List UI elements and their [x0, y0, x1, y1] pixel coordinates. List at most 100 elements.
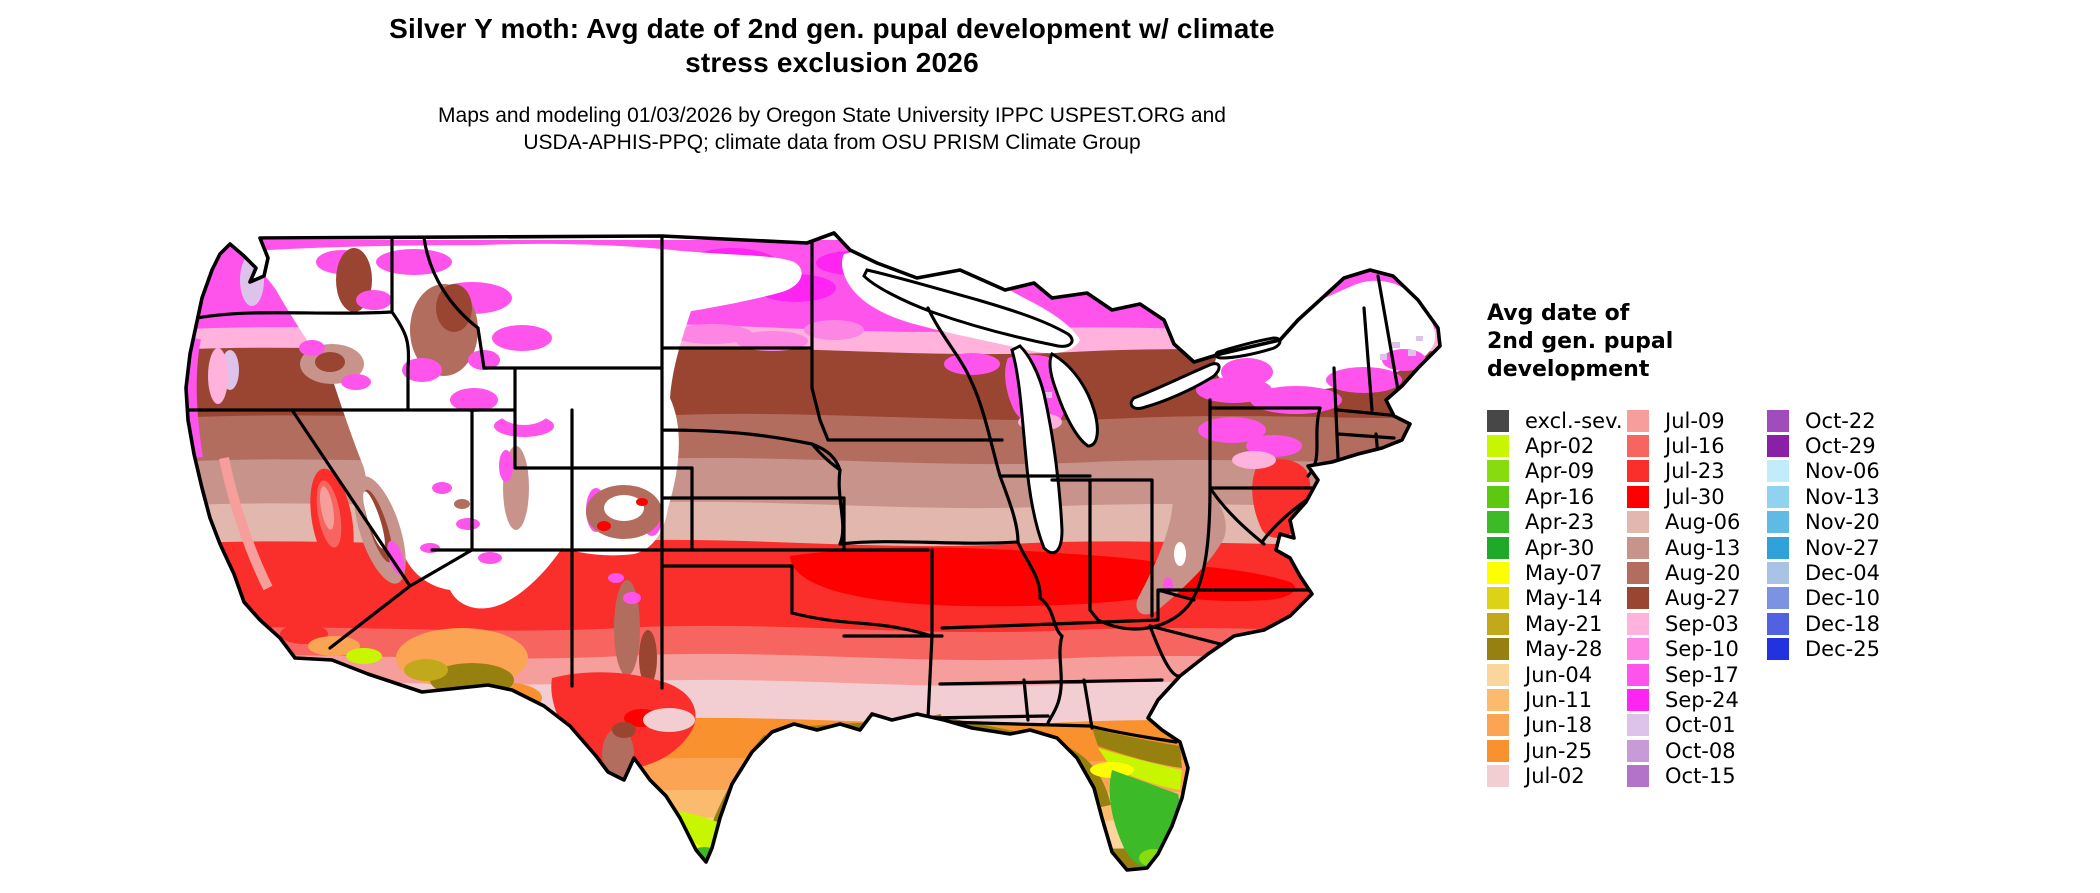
legend-label: Jul-09 [1665, 408, 1725, 433]
legend-label: Apr-09 [1525, 459, 1595, 484]
legend-title-line1: Avg date of [1487, 301, 1630, 326]
legend-swatch [1487, 739, 1509, 762]
legend-entry: Jun-25 [1487, 738, 1627, 763]
legend-entry: Oct-22 [1767, 408, 1907, 433]
legend-label: Apr-02 [1525, 434, 1595, 459]
legend-entry: May-28 [1487, 637, 1627, 662]
legend-label: Sep-03 [1665, 611, 1739, 636]
legend-title-line2: 2nd gen. pupal [1487, 329, 1674, 354]
legend-swatch [1487, 765, 1509, 788]
legend-swatch [1767, 562, 1789, 585]
legend-entry: Jun-04 [1487, 662, 1627, 687]
legend-label: Dec-25 [1805, 637, 1880, 662]
legend-swatch [1767, 435, 1789, 458]
legend-entry: Jul-02 [1487, 763, 1627, 788]
legend-label: Jul-23 [1665, 459, 1725, 484]
legend-swatch [1627, 688, 1649, 711]
map-subtitle-line1: Maps and modeling 01/03/2026 by Oregon S… [438, 104, 1226, 127]
state-borders [186, 236, 1402, 744]
legend-columns: excl.-sev. Apr-02 Apr-09 Apr-16 Apr-23 Apr-30… [1487, 408, 1907, 789]
legend-swatch [1767, 409, 1789, 432]
legend-label: Nov-27 [1805, 535, 1880, 560]
legend-swatch [1627, 739, 1649, 762]
legend-entry: Nov-06 [1767, 459, 1907, 484]
legend-swatch [1767, 511, 1789, 534]
legend-entry: May-07 [1487, 560, 1627, 585]
legend: Avg date of 2nd gen. pupal development e… [1487, 300, 2047, 788]
legend-label: Aug-06 [1665, 510, 1741, 535]
legend-label: May-28 [1525, 637, 1603, 662]
legend-swatch [1487, 536, 1509, 559]
legend-entry: May-14 [1487, 586, 1627, 611]
legend-label: Aug-20 [1665, 561, 1741, 586]
legend-swatch [1487, 562, 1509, 585]
legend-label: Jun-11 [1525, 687, 1593, 712]
legend-label: Sep-24 [1665, 687, 1739, 712]
legend-label: Oct-15 [1665, 764, 1736, 789]
title-block: Silver Y moth: Avg date of 2nd gen. pupa… [180, 12, 1484, 156]
legend-label: Aug-27 [1665, 586, 1741, 611]
legend-label: Nov-06 [1805, 459, 1880, 484]
map-northeast-patches [1196, 280, 1436, 469]
legend-entry: Aug-20 [1627, 560, 1767, 585]
legend-entry: Jul-23 [1627, 459, 1767, 484]
legend-label: Jul-02 [1525, 764, 1585, 789]
legend-entry: Aug-06 [1627, 510, 1767, 535]
us-outline [184, 231, 1442, 872]
legend-swatch [1767, 536, 1789, 559]
legend-swatch [1627, 638, 1649, 661]
legend-label: Sep-17 [1665, 662, 1739, 687]
legend-swatch [1627, 663, 1649, 686]
legend-entry: Apr-02 [1487, 433, 1627, 458]
legend-entry: Nov-13 [1767, 484, 1907, 509]
legend-label: Nov-20 [1805, 510, 1880, 535]
legend-title: Avg date of 2nd gen. pupal development [1487, 300, 2047, 384]
legend-label: Nov-13 [1805, 484, 1880, 509]
legend-entry: Aug-27 [1627, 586, 1767, 611]
map-title-line1: Silver Y moth: Avg date of 2nd gen. pupa… [389, 13, 1275, 44]
legend-entry: excl.-sev. [1487, 408, 1627, 433]
legend-column-2: Jul-09 Jul-16 Jul-23 Jul-30 Aug-06 Aug-13 Aug-… [1627, 408, 1767, 789]
legend-label: Jun-25 [1525, 738, 1593, 763]
legend-label: May-07 [1525, 561, 1603, 586]
legend-entry: Oct-01 [1627, 713, 1767, 738]
legend-label: May-14 [1525, 586, 1603, 611]
legend-entry: May-21 [1487, 611, 1627, 636]
legend-label: Oct-01 [1665, 713, 1736, 738]
legend-swatch [1487, 460, 1509, 483]
lake-huron [1048, 351, 1099, 448]
legend-label: Apr-16 [1525, 484, 1595, 509]
legend-swatch [1487, 638, 1509, 661]
legend-swatch [1487, 714, 1509, 737]
legend-swatch [1767, 587, 1789, 610]
lake-michigan [1010, 344, 1064, 554]
legend-entry: Dec-04 [1767, 560, 1907, 585]
legend-entry: Sep-17 [1627, 662, 1767, 687]
legend-label: Apr-30 [1525, 535, 1595, 560]
legend-label: Jun-18 [1525, 713, 1593, 738]
legend-label: Oct-29 [1805, 434, 1876, 459]
legend-column-1: excl.-sev. Apr-02 Apr-09 Apr-16 Apr-23 Apr-30… [1487, 408, 1627, 789]
legend-swatch [1487, 663, 1509, 686]
legend-entry: Oct-08 [1627, 738, 1767, 763]
legend-entry: Oct-15 [1627, 763, 1767, 788]
subtitle-block: Maps and modeling 01/03/2026 by Oregon S… [180, 102, 1484, 156]
legend-entry: Apr-23 [1487, 510, 1627, 535]
legend-entry: Dec-25 [1767, 637, 1907, 662]
legend-label: excl.-sev. [1525, 408, 1623, 433]
legend-label: Jul-30 [1665, 484, 1725, 509]
map-fill-layers [186, 233, 1440, 870]
legend-entry: Dec-18 [1767, 611, 1907, 636]
lake-erie [1129, 362, 1221, 410]
legend-entry: Oct-29 [1767, 433, 1907, 458]
legend-swatch [1767, 460, 1789, 483]
legend-label: Sep-10 [1665, 637, 1739, 662]
legend-entry: Jul-30 [1627, 484, 1767, 509]
legend-column-3: Oct-22 Oct-29 Nov-06 Nov-13 Nov-20 Nov-27 Dec-… [1767, 408, 1907, 789]
us-map [172, 158, 1462, 888]
legend-entry: Jul-16 [1627, 433, 1767, 458]
legend-label: Dec-04 [1805, 561, 1880, 586]
legend-swatch [1627, 485, 1649, 508]
lake-superior [862, 268, 1074, 348]
